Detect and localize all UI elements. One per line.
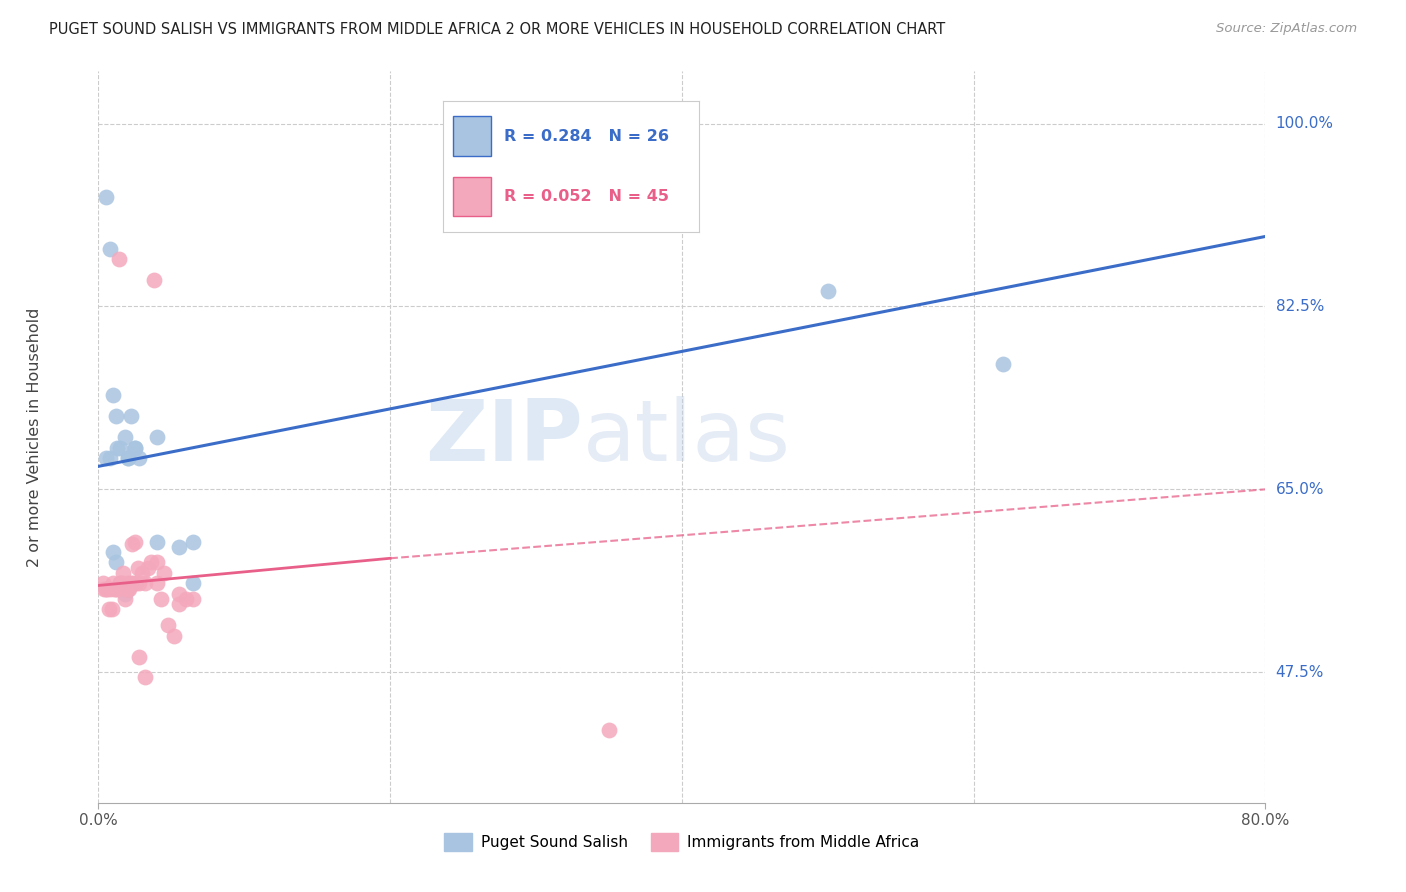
Point: [122, 576, 145, 591]
Point: [157, 618, 180, 632]
Point: [120, 576, 142, 591]
Point: [163, 629, 186, 643]
Point: [181, 576, 204, 591]
Point: [146, 576, 169, 591]
Point: [98, 450, 121, 465]
Point: [146, 556, 169, 570]
Text: PUGET SOUND SALISH VS IMMIGRANTS FROM MIDDLE AFRICA 2 OR MORE VEHICLES IN HOUSEH: PUGET SOUND SALISH VS IMMIGRANTS FROM MI…: [49, 22, 945, 37]
Point: [134, 670, 156, 684]
Point: [125, 576, 148, 591]
Point: [115, 582, 138, 596]
Point: [94, 582, 117, 596]
Point: [98, 242, 121, 256]
Point: [134, 576, 156, 591]
Text: 65.0%: 65.0%: [1275, 482, 1324, 497]
Point: [93, 582, 115, 596]
Point: [174, 592, 197, 607]
Point: [105, 582, 128, 596]
Point: [98, 582, 121, 596]
Point: [111, 576, 134, 591]
Text: 47.5%: 47.5%: [1275, 665, 1324, 680]
Point: [167, 540, 190, 554]
Point: [153, 566, 176, 580]
Point: [120, 409, 142, 424]
Point: [124, 441, 146, 455]
Point: [121, 536, 143, 550]
Point: [105, 441, 128, 455]
Point: [181, 534, 204, 549]
Point: [131, 566, 153, 580]
Point: [117, 576, 139, 591]
Point: [598, 723, 620, 737]
Point: [112, 566, 135, 580]
Point: [97, 602, 120, 616]
Point: [108, 252, 131, 267]
Point: [91, 576, 114, 591]
Point: [110, 441, 132, 455]
Point: [146, 534, 169, 549]
Point: [181, 592, 204, 607]
Point: [167, 587, 190, 601]
Point: [94, 190, 117, 204]
Legend: Puget Sound Salish, Immigrants from Middle Africa: Puget Sound Salish, Immigrants from Midd…: [439, 827, 925, 857]
Point: [146, 430, 169, 444]
Point: [110, 576, 132, 591]
Text: Source: ZipAtlas.com: Source: ZipAtlas.com: [1216, 22, 1357, 36]
Point: [104, 582, 127, 596]
Point: [128, 576, 150, 591]
Point: [991, 357, 1014, 371]
Text: 2 or more Vehicles in Household: 2 or more Vehicles in Household: [27, 308, 42, 566]
Point: [101, 545, 124, 559]
Point: [136, 560, 159, 574]
Point: [100, 602, 122, 616]
Point: [139, 556, 162, 570]
Point: [104, 556, 127, 570]
Point: [142, 273, 165, 287]
Point: [114, 592, 136, 607]
Text: 82.5%: 82.5%: [1275, 299, 1324, 314]
Point: [117, 582, 139, 596]
Point: [96, 582, 118, 596]
Point: [167, 597, 190, 611]
Text: ZIP: ZIP: [425, 395, 582, 479]
Point: [103, 582, 125, 596]
Point: [124, 534, 146, 549]
Point: [150, 592, 173, 607]
Text: 100.0%: 100.0%: [1275, 116, 1334, 131]
Point: [114, 430, 136, 444]
Point: [124, 441, 146, 455]
Point: [104, 409, 127, 424]
Point: [127, 560, 149, 574]
Point: [94, 450, 117, 465]
Point: [118, 582, 141, 596]
Point: [114, 587, 136, 601]
Point: [128, 649, 150, 664]
Point: [110, 576, 132, 591]
Point: [128, 450, 150, 465]
Point: [101, 576, 124, 591]
Point: [117, 450, 139, 465]
Point: [817, 284, 839, 298]
Text: atlas: atlas: [582, 395, 790, 479]
Point: [117, 450, 139, 465]
Point: [101, 388, 124, 402]
